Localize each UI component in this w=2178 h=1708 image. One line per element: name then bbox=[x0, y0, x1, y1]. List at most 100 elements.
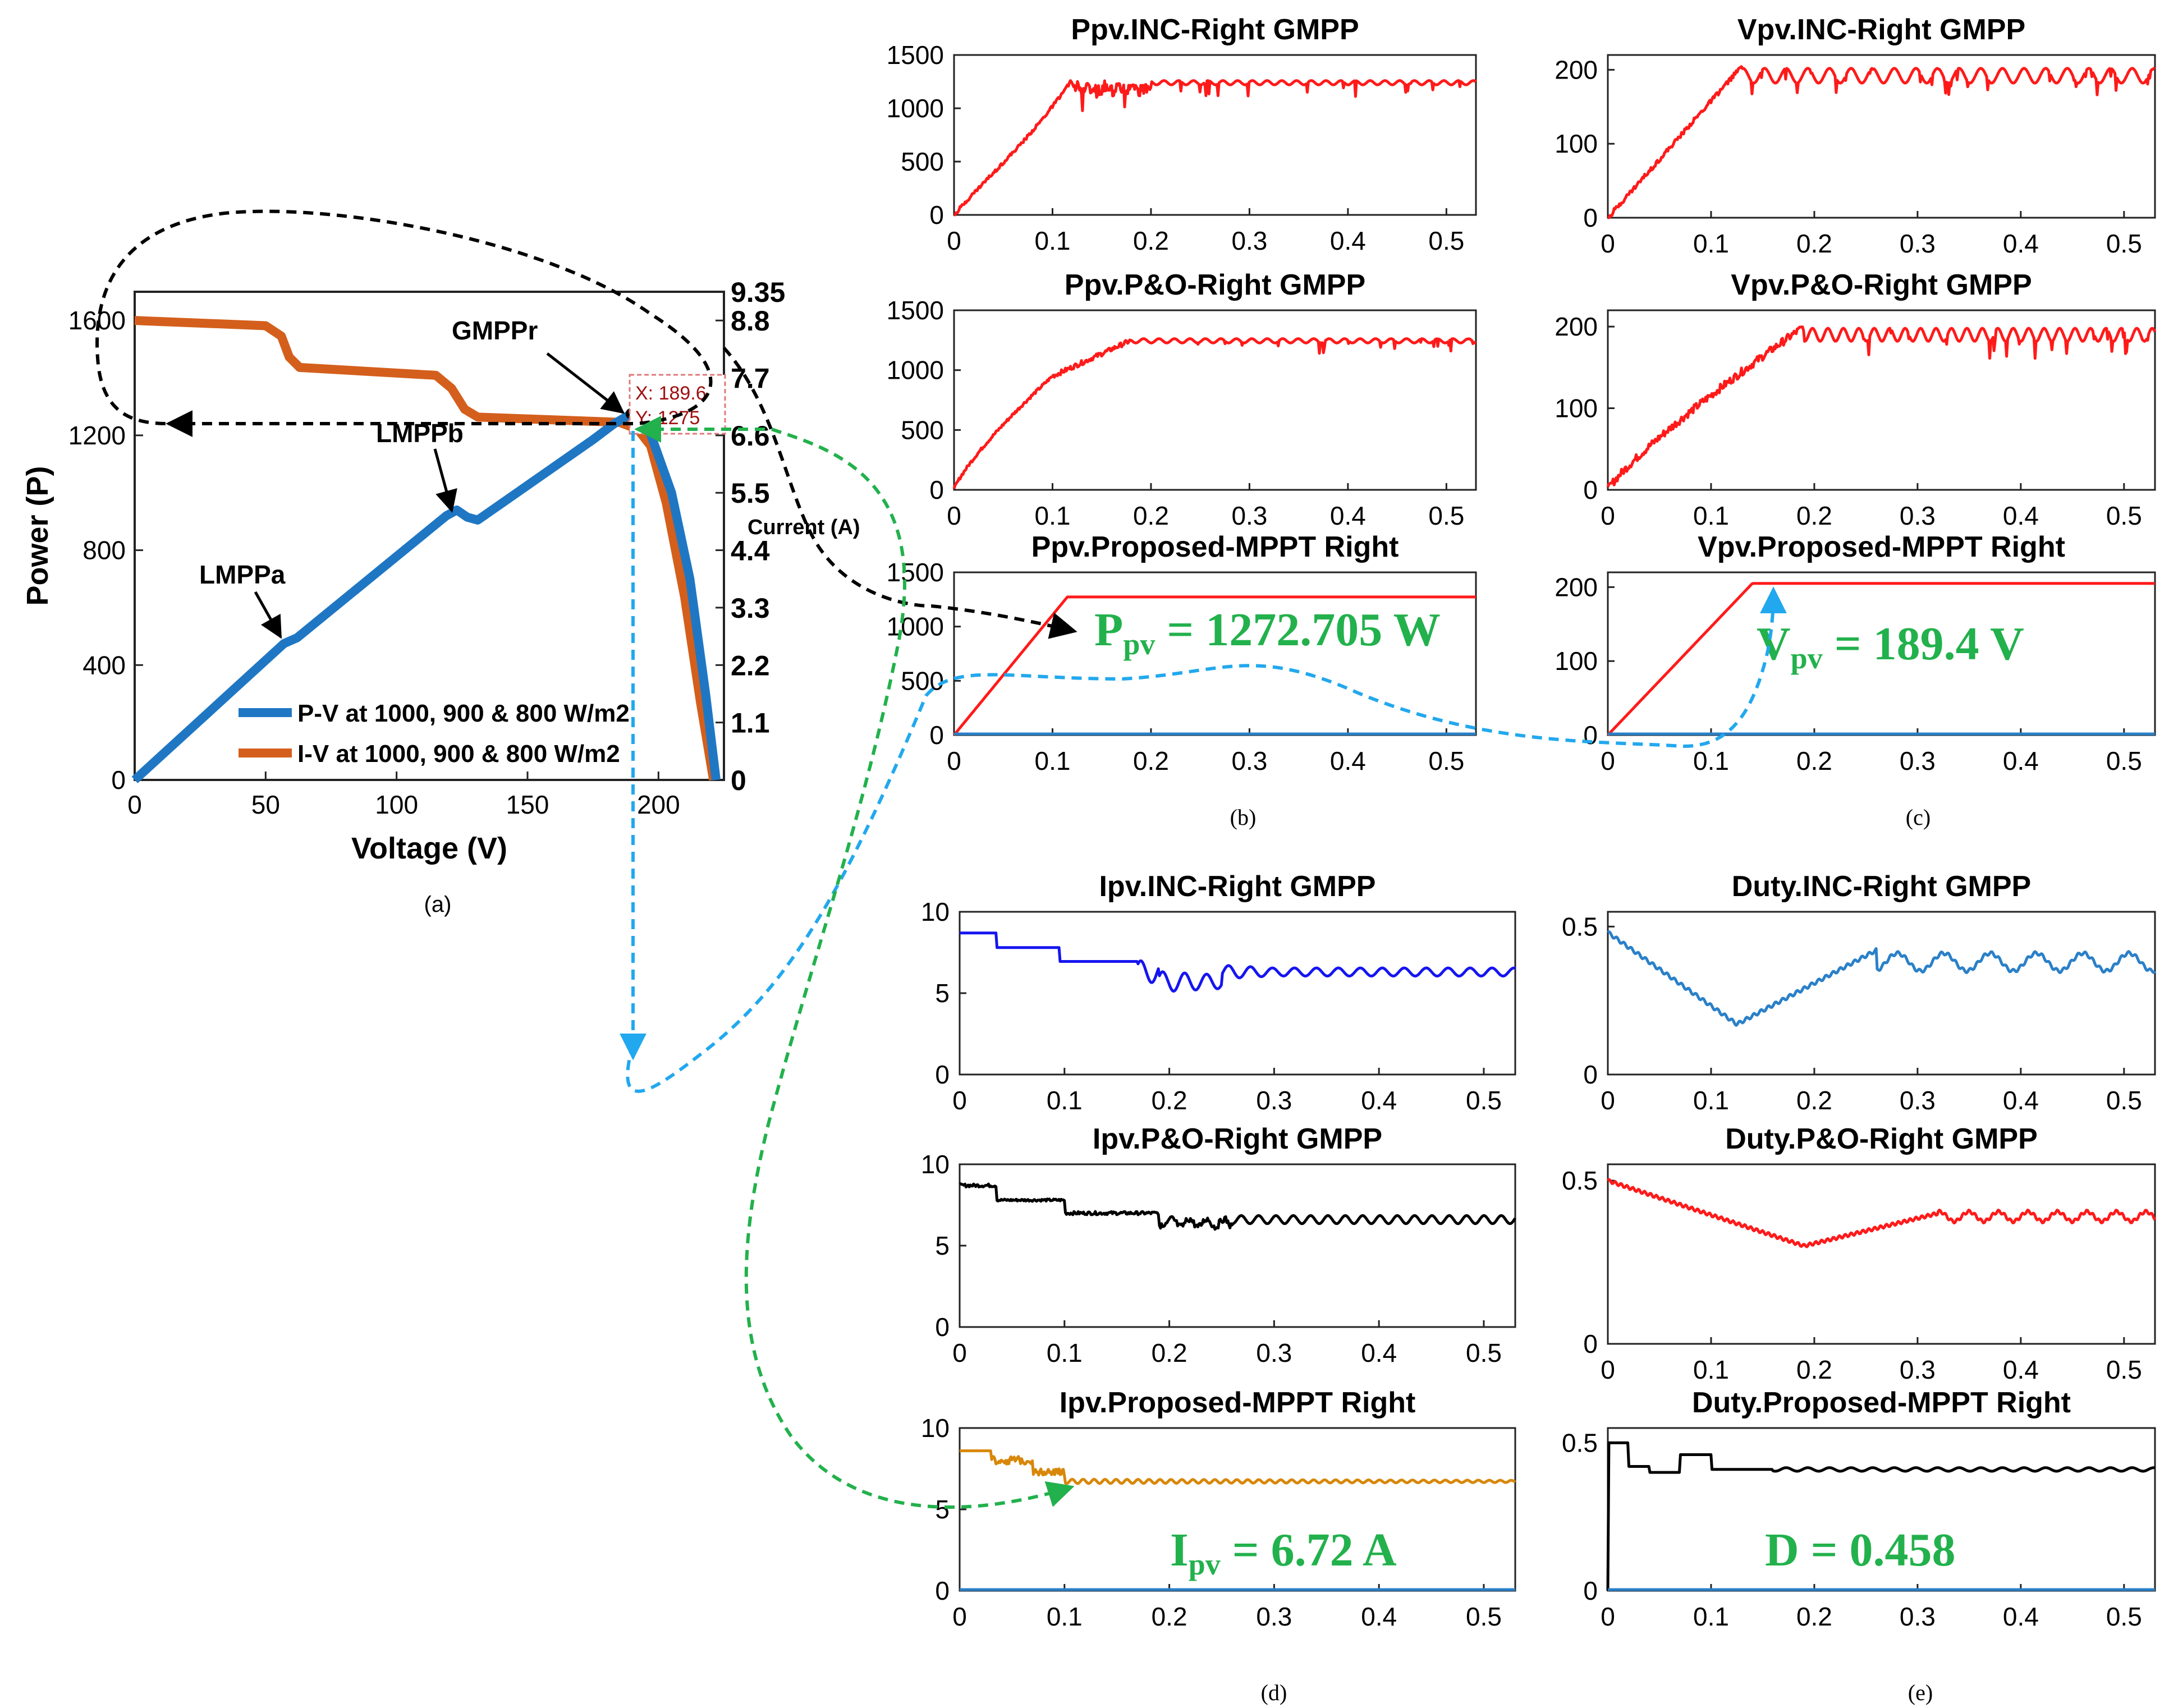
plot-frame bbox=[1607, 1427, 2156, 1592]
y-tick-label: 500 bbox=[901, 415, 944, 444]
chart-ppv_inc: 0 0.1 0.2 0.3 0.4 0.5 0 500 1000 1500 Ppv.INC-Righ… bbox=[887, 13, 1477, 255]
x-tick-label: 0.4 bbox=[2003, 1086, 2039, 1115]
x-tick-label: 0.2 bbox=[1796, 501, 1832, 530]
y-tick-label: 200 bbox=[1555, 55, 1598, 84]
plot-frame bbox=[953, 309, 1477, 491]
y2-tick-label: 8.8 bbox=[731, 305, 770, 337]
x-tick-label: 0.3 bbox=[1900, 746, 1936, 775]
x-tick-label: 0.5 bbox=[2106, 1086, 2142, 1115]
y-tick-label: 800 bbox=[82, 536, 126, 565]
plot-frame bbox=[1607, 1163, 2156, 1345]
chart-vpv_prop: 0 0.1 0.2 0.3 0.4 0.5 0 100 200 Vpv.Proposed-MPPT… bbox=[1555, 531, 2156, 775]
plot-frame bbox=[953, 54, 1477, 216]
x-tick-label: 0.1 bbox=[1693, 746, 1729, 775]
x-tick-label: 0 bbox=[1601, 229, 1615, 258]
x-tick-label: 0.5 bbox=[2106, 746, 2142, 775]
chart-title: Ipv.P&O-Right GMPP bbox=[1093, 1123, 1382, 1155]
connector-black-loop bbox=[95, 209, 713, 437]
x-tick-label: 0.2 bbox=[1796, 1355, 1832, 1384]
y-tick-label: 5 bbox=[935, 979, 950, 1008]
x-tick-label: 0 bbox=[1601, 1355, 1615, 1384]
plot-frame bbox=[959, 911, 1516, 1076]
y-tick-label: 1500 bbox=[887, 40, 944, 70]
x-tick-label: 0 bbox=[952, 1338, 967, 1367]
x-tick-label: 0.2 bbox=[1133, 226, 1169, 255]
chart-vpv_inc: 0 0.1 0.2 0.3 0.4 0.5 0 100 200 Vpv.INC-Right GMP… bbox=[1555, 13, 2156, 258]
chart-duty_inc: 0 0.1 0.2 0.3 0.4 0.5 0 0.5 Duty.INC-Right GMPP bbox=[1562, 870, 2156, 1115]
x-tick-label: 0.5 bbox=[1428, 746, 1464, 775]
y-tick-label: 10 bbox=[921, 1413, 950, 1443]
x-tick-label: 0.4 bbox=[1361, 1086, 1397, 1115]
x-tick-label: 0.2 bbox=[1796, 746, 1832, 775]
x-tick-label: 0.1 bbox=[1047, 1086, 1083, 1115]
y-tick-label: 100 bbox=[1555, 646, 1598, 676]
datatip-x: X: 189.6 bbox=[635, 383, 707, 404]
legend-label-iv: I-V at 1000, 900 & 800 W/m2 bbox=[297, 740, 620, 768]
chart-title: Ppv.INC-Right GMPP bbox=[1071, 13, 1359, 46]
chart-title: Ipv.Proposed-MPPT Right bbox=[1060, 1386, 1416, 1419]
value-label-duty: D = 0.458 bbox=[1765, 1524, 1956, 1576]
y-tick-label: 100 bbox=[1555, 394, 1598, 423]
x-tick-label: 0.3 bbox=[1256, 1338, 1292, 1367]
y-tick-label: 0 bbox=[1583, 1576, 1598, 1605]
x-tick-label: 200 bbox=[637, 790, 680, 819]
x-tick-label: 0.3 bbox=[1231, 226, 1267, 255]
x-tick-label: 0.1 bbox=[1693, 501, 1729, 530]
chart-title: Ipv.INC-Right GMPP bbox=[1099, 870, 1375, 903]
x-tick-label: 0.4 bbox=[2003, 229, 2039, 258]
y-tick-label: 5 bbox=[935, 1231, 950, 1260]
y-tick-label: 0 bbox=[935, 1312, 950, 1342]
x-tick-label: 0.3 bbox=[1256, 1602, 1292, 1631]
y-tick-label: 0 bbox=[929, 720, 944, 750]
x-tick-label: 0.5 bbox=[1428, 226, 1464, 255]
chart-title: Duty.P&O-Right GMPP bbox=[1725, 1123, 2038, 1155]
x-tick-label: 0 bbox=[947, 501, 961, 530]
x-tick-label: 0.1 bbox=[1693, 1086, 1729, 1115]
y-tick-label: 400 bbox=[82, 650, 126, 679]
x-tick-label: 0.2 bbox=[1133, 746, 1169, 775]
value-label-ppv: Ppv = 1272.705 W bbox=[1094, 604, 1441, 661]
x-tick-label: 0.1 bbox=[1034, 746, 1070, 775]
series-line bbox=[1607, 582, 2156, 736]
x-tick-label: 0.2 bbox=[1796, 1086, 1832, 1115]
plot-frame bbox=[959, 1163, 1516, 1328]
y-tick-label: 5 bbox=[935, 1495, 950, 1524]
legend: P-V at 1000, 900 & 800 W/m2 I-V at 1000,… bbox=[239, 700, 630, 768]
x-tick-label: 0.2 bbox=[1133, 501, 1169, 530]
panel-a-pv-characteristics: 0 50 100 150 20004008001200160001.12.23.34.4… bbox=[21, 277, 860, 917]
y-tick-label: 0 bbox=[929, 475, 944, 504]
connector-green bbox=[634, 416, 1075, 1509]
chart-vpv_po: 0 0.1 0.2 0.3 0.4 0.5 0 100 200 Vpv.P&O-Right GMP… bbox=[1555, 269, 2157, 530]
x-tick-label: 0 bbox=[1601, 746, 1615, 775]
annotation-gmppr-arrow bbox=[546, 352, 625, 414]
x-tick-label: 0.1 bbox=[1693, 1602, 1729, 1631]
value-label-ipv: Ipv = 6.72 A bbox=[1170, 1524, 1397, 1581]
annotation-gmppr: GMPPr bbox=[452, 316, 538, 345]
series-line bbox=[1607, 1178, 2157, 1248]
x-tick-label: 0.3 bbox=[1900, 1602, 1936, 1631]
y-tick-label: 1000 bbox=[887, 612, 944, 641]
y-tick-label: 1000 bbox=[887, 94, 944, 123]
x-tick-label: 0.3 bbox=[1231, 746, 1267, 775]
panel-a-xlabel: Voltage (V) bbox=[351, 832, 507, 865]
x-tick-label: 0 bbox=[947, 226, 961, 255]
x-tick-label: 0.5 bbox=[1466, 1338, 1502, 1367]
y2-tick-label: 6.6 bbox=[731, 420, 770, 452]
x-tick-label: 0.5 bbox=[1466, 1602, 1502, 1631]
series-line bbox=[952, 337, 1477, 489]
y-tick-label: 0 bbox=[1583, 475, 1598, 504]
x-tick-label: 0.5 bbox=[2106, 1355, 2142, 1384]
legend-label-pv: P-V at 1000, 900 & 800 W/m2 bbox=[297, 700, 630, 727]
x-tick-label: 0 bbox=[1601, 1602, 1615, 1631]
y-tick-label: 0 bbox=[1583, 1060, 1598, 1089]
chart-duty_prop: 0 0.1 0.2 0.3 0.4 0.5 0 0.5 Duty.Proposed-MPPT R… bbox=[1562, 1386, 2156, 1631]
caption-e: (e) bbox=[1908, 1680, 1933, 1705]
x-tick-label: 0.3 bbox=[1256, 1086, 1292, 1115]
y-tick-label: 0 bbox=[1583, 203, 1598, 232]
x-tick-label: 0.2 bbox=[1152, 1338, 1187, 1367]
x-tick-label: 0.1 bbox=[1047, 1602, 1083, 1631]
series-line bbox=[1606, 1441, 2156, 1591]
x-tick-label: 0.4 bbox=[1361, 1602, 1397, 1631]
y2-tick-label: 9.35 bbox=[731, 277, 785, 308]
y-tick-label: 0 bbox=[111, 765, 126, 795]
